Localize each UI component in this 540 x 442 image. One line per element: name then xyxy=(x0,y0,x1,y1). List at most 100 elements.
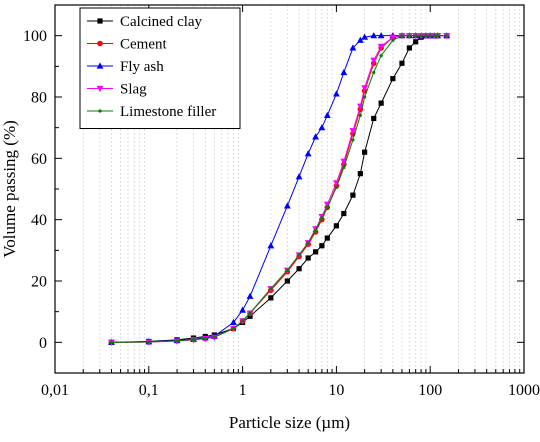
data-point xyxy=(349,128,357,135)
data-point xyxy=(428,34,432,38)
data-point xyxy=(399,60,405,66)
legend-label: Slag xyxy=(120,82,147,98)
data-point xyxy=(306,241,310,245)
data-point xyxy=(269,287,273,291)
x-tick-label: 1000 xyxy=(508,382,540,399)
legend-label: Limestone filler xyxy=(120,104,216,120)
data-point xyxy=(341,210,347,217)
data-point xyxy=(361,85,369,92)
x-tick-label: 0,1 xyxy=(139,382,159,399)
legend: Calcined clay Cement Fly ash Slag Limestone … xyxy=(79,7,241,129)
data-point xyxy=(109,340,114,344)
data-point xyxy=(349,44,357,51)
data-point xyxy=(372,70,376,75)
y-axis-title: Volume passing (%) xyxy=(0,120,19,258)
legend-marker xyxy=(97,18,103,24)
data-point xyxy=(362,149,368,155)
data-point xyxy=(377,32,385,39)
data-point xyxy=(230,318,237,325)
data-point xyxy=(212,335,216,339)
data-point xyxy=(432,34,436,38)
legend-item: Fly ash xyxy=(87,59,164,75)
data-point xyxy=(191,337,196,342)
x-tick-label: 1 xyxy=(239,382,247,399)
data-point xyxy=(320,216,324,220)
data-point xyxy=(406,45,412,51)
legend-marker xyxy=(97,40,103,47)
y-tick-label: 100 xyxy=(23,28,47,45)
data-point xyxy=(305,255,311,261)
data-point xyxy=(231,326,236,331)
data-point xyxy=(285,268,289,272)
data-point xyxy=(363,95,367,99)
y-tick-label: 0 xyxy=(39,335,47,352)
data-point xyxy=(248,311,252,315)
x-axis-title: Particle size (µm) xyxy=(229,413,350,432)
data-point xyxy=(295,173,303,180)
data-point xyxy=(246,292,254,299)
axis-layer: 0,01 0,1 1 10 100 1000 0 20 40 60 80 100 xyxy=(23,4,540,399)
data-point xyxy=(333,90,340,97)
data-point xyxy=(333,223,339,229)
grid-layer xyxy=(82,5,521,373)
data-point xyxy=(357,171,363,177)
x-tick-label: 0,01 xyxy=(41,382,69,399)
series-layer xyxy=(108,32,451,346)
data-point xyxy=(175,339,179,343)
data-point xyxy=(268,295,274,301)
data-point xyxy=(445,34,449,38)
legend-label: Calcined clay xyxy=(120,14,203,30)
data-point xyxy=(340,158,348,165)
data-point xyxy=(371,115,377,122)
data-point xyxy=(283,202,291,209)
data-point xyxy=(419,34,423,38)
data-point xyxy=(370,32,378,39)
data-point xyxy=(147,340,151,344)
data-point xyxy=(324,235,330,241)
data-point xyxy=(356,36,364,43)
legend-item: Limestone filler xyxy=(87,104,216,120)
data-point xyxy=(424,34,428,38)
data-point xyxy=(413,39,419,45)
data-point xyxy=(325,205,329,209)
data-point xyxy=(356,103,364,110)
legend-item: Slag xyxy=(87,82,147,98)
data-point xyxy=(313,228,318,232)
legend-item: Calcined clay xyxy=(87,14,203,30)
data-point xyxy=(400,34,404,38)
data-point xyxy=(350,192,356,198)
legend-box xyxy=(79,7,241,129)
data-point xyxy=(358,113,362,117)
x-tick-label: 100 xyxy=(418,382,442,399)
data-point xyxy=(267,242,275,249)
data-point xyxy=(241,319,245,323)
data-point xyxy=(297,253,301,257)
data-point xyxy=(378,100,384,106)
legend-label: Fly ash xyxy=(120,59,164,75)
data-point xyxy=(318,124,326,131)
legend-label: Cement xyxy=(120,37,167,53)
data-point xyxy=(377,43,385,50)
data-point xyxy=(436,34,440,38)
legend-item: Cement xyxy=(87,37,167,53)
data-point xyxy=(296,266,302,272)
y-tick-label: 80 xyxy=(31,90,47,107)
data-point xyxy=(323,111,331,118)
y-tick-label: 40 xyxy=(31,212,47,229)
data-point xyxy=(239,306,246,313)
data-point xyxy=(319,243,325,249)
x-tick-label: 10 xyxy=(328,382,344,399)
legend-marker xyxy=(96,85,104,93)
series-limestone-filler xyxy=(109,34,449,344)
data-point xyxy=(340,68,348,76)
data-point xyxy=(391,38,395,42)
data-point xyxy=(351,138,355,142)
y-tick-label: 20 xyxy=(31,274,47,291)
data-point xyxy=(203,336,207,340)
data-point xyxy=(390,76,396,82)
data-point xyxy=(414,34,418,38)
data-point xyxy=(370,57,378,64)
data-point xyxy=(334,185,338,190)
